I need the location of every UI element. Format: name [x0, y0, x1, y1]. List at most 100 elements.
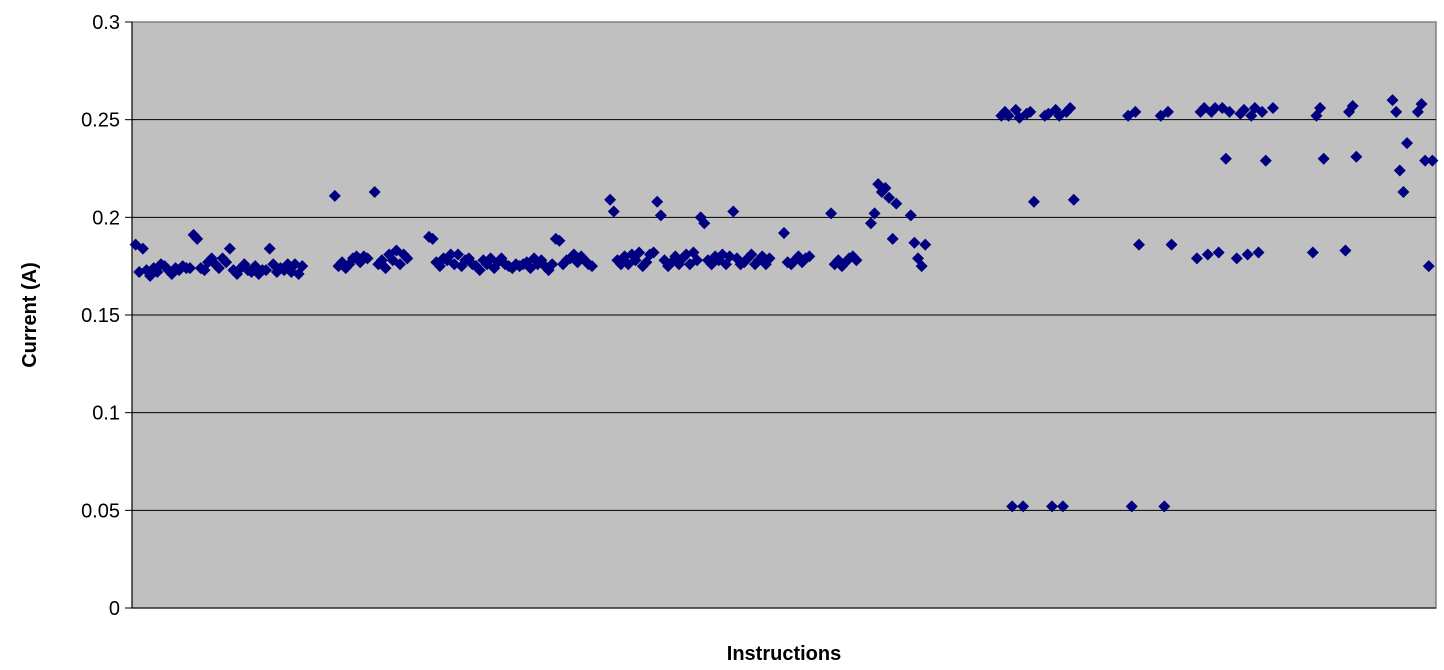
data-point: [778, 226, 790, 239]
data-point: [1165, 238, 1178, 251]
y-tick-label: 0.2: [92, 207, 120, 229]
data-point: [1252, 246, 1265, 259]
data-point: [691, 254, 704, 267]
data-point: [1190, 252, 1203, 265]
data-point: [220, 256, 233, 269]
data-point: [698, 217, 711, 230]
data-point: [136, 242, 149, 255]
y-axis-ticks: 0 0.05 0.1 0.15 0.2 0.25 0.3: [81, 12, 1436, 620]
data-point: [890, 197, 903, 210]
y-tick-label: 0: [109, 598, 120, 620]
data-point: [654, 209, 667, 222]
data-point: [328, 189, 341, 202]
data-point: [604, 193, 617, 206]
data-point: [1223, 105, 1236, 118]
x-axis-title: Instructions: [727, 643, 841, 665]
data-point: [1415, 98, 1428, 111]
data-point: [1201, 248, 1214, 261]
data-point: [1017, 500, 1030, 513]
data-point: [1125, 500, 1138, 513]
data-point: [1241, 248, 1254, 261]
data-point: [1346, 99, 1359, 112]
data-point: [1006, 500, 1019, 513]
data-point: [183, 262, 196, 275]
data-point: [1256, 105, 1269, 118]
data-point: [1046, 500, 1059, 513]
data-point: [904, 209, 917, 222]
data-point: [1212, 246, 1225, 259]
data-point: [426, 232, 439, 245]
y-tick-label: 0.25: [81, 110, 120, 132]
data-point: [260, 264, 273, 277]
data-point: [473, 264, 486, 277]
data-point: [1132, 238, 1145, 251]
data-point: [1067, 193, 1080, 206]
data-point: [1064, 101, 1077, 114]
data-point: [553, 234, 566, 247]
y-axis-title: Current (A): [19, 262, 41, 368]
data-point: [1306, 246, 1319, 259]
gridlines: [132, 119, 1436, 511]
data-point: [1401, 137, 1414, 150]
data-point: [850, 254, 863, 267]
data-point: [868, 207, 881, 220]
data-point: [763, 252, 776, 265]
data-point: [401, 252, 414, 265]
data-point: [1339, 244, 1352, 257]
data-point: [1219, 152, 1232, 165]
data-point: [1238, 103, 1251, 116]
data-point: [361, 252, 374, 265]
data-point: [803, 250, 816, 263]
data-point: [1393, 164, 1406, 177]
data-point: [915, 260, 928, 273]
data-point: [263, 242, 276, 255]
data-point: [864, 217, 877, 230]
data-point: [1027, 195, 1040, 208]
data-point: [1267, 101, 1279, 114]
data-point: [1002, 109, 1015, 122]
data-point: [1397, 185, 1410, 198]
y-tick-label: 0.15: [81, 305, 120, 327]
data-point: [394, 258, 407, 271]
data-point: [879, 182, 892, 195]
data-point: [825, 207, 838, 220]
data-point: [687, 246, 700, 259]
data-point: [727, 205, 740, 218]
data-point: [191, 232, 204, 245]
data-point: [745, 248, 758, 261]
data-point: [1317, 152, 1330, 165]
y-tick-label: 0.1: [92, 403, 120, 425]
data-point: [633, 246, 646, 259]
y-tick-label: 0.05: [81, 500, 120, 522]
data-point: [1129, 105, 1142, 118]
data-point: [1314, 101, 1327, 114]
data-point: [1422, 260, 1435, 273]
data-point: [1230, 252, 1243, 265]
data-point: [1024, 105, 1037, 118]
data-point: [379, 262, 392, 275]
data-point: [1259, 154, 1272, 167]
data-point: [1350, 150, 1363, 163]
data-point: [296, 260, 309, 273]
data-point: [586, 260, 599, 273]
data-point: [1419, 154, 1432, 167]
data-point: [651, 195, 664, 208]
data-point: [647, 246, 660, 259]
data-point: [607, 205, 620, 218]
data-point: [1426, 154, 1439, 167]
data-point: [1209, 101, 1222, 114]
data-point: [390, 244, 403, 257]
y-tick-label: 0.3: [92, 12, 120, 34]
data-point: [452, 248, 464, 261]
data-point: [223, 242, 236, 255]
data-point: [1158, 500, 1171, 513]
data-point: [908, 236, 921, 249]
data-point: [444, 248, 457, 261]
data-point: [1386, 94, 1399, 107]
data-point: [886, 232, 899, 245]
data-point: [883, 191, 896, 204]
data-point: [1390, 105, 1403, 118]
data-point: [368, 185, 381, 198]
data-point: [546, 258, 559, 271]
